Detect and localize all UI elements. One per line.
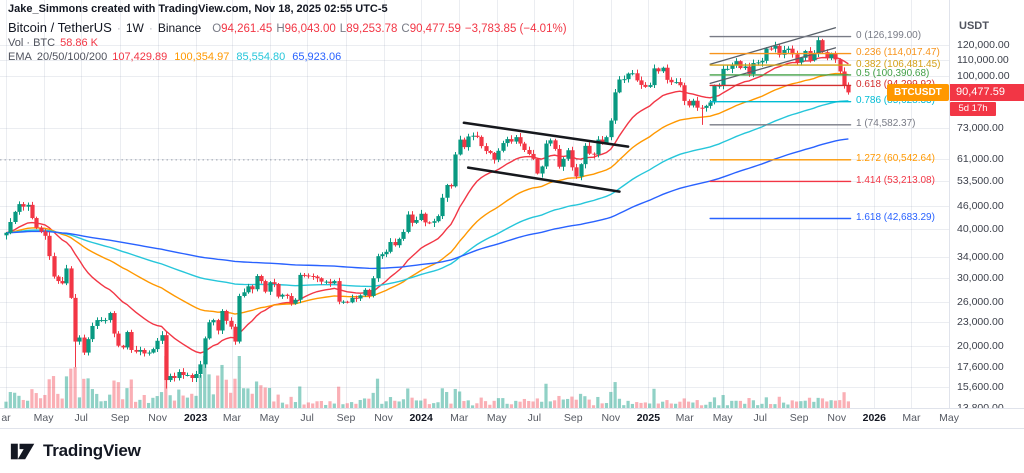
- tradingview-logo-link[interactable]: TradingView: [10, 441, 141, 462]
- price-tick-label: 20,000.00: [957, 339, 1004, 352]
- symbol-price-badge: BTCUSDT: [887, 83, 949, 101]
- tradingview-brand-text: TradingView: [43, 441, 141, 460]
- time-axis-label: Nov: [827, 412, 847, 424]
- separator-dot: ·: [148, 21, 153, 35]
- price-tick-label: 110,000.00: [957, 53, 1009, 66]
- open-value: 94,261.45: [221, 23, 273, 35]
- high-label: H: [276, 23, 285, 35]
- time-axis-label: Mar: [450, 412, 469, 424]
- price-tick-label: 53,500.00: [957, 174, 1004, 187]
- currency-label: USDT: [959, 20, 989, 32]
- interval-label[interactable]: 1W: [125, 21, 144, 35]
- ema-value: 65,923.06: [292, 51, 342, 63]
- ema-value: 85,554.80: [236, 51, 286, 63]
- price-tick-label: 26,000.00: [957, 295, 1004, 308]
- price-tick-label: 46,000.00: [957, 199, 1004, 212]
- time-axis-label: Jul: [527, 412, 542, 424]
- time-axis-label: 2024: [409, 412, 433, 424]
- time-axis-label: Mar: [675, 412, 694, 424]
- price-chart-canvas[interactable]: [0, 0, 949, 408]
- time-axis-label: Sep: [563, 412, 583, 424]
- bar-countdown-tag: 5d 17h: [950, 101, 996, 116]
- time-axis-label: 2023: [183, 412, 208, 424]
- time-axis-label: Nov: [374, 412, 393, 424]
- symbol-title[interactable]: Bitcoin / TetherUS: [8, 20, 112, 35]
- price-tick-label: 34,000.00: [957, 250, 1004, 263]
- price-tick-label: 30,000.00: [957, 271, 1004, 284]
- fib-level-label[interactable]: 1 (74,582.37): [856, 118, 916, 130]
- open-label: O: [212, 23, 222, 35]
- ema-value: 107,429.89: [112, 51, 168, 63]
- price-tick-label: 17,600.00: [957, 361, 1004, 374]
- time-axis-label: Sep: [789, 412, 809, 424]
- price-tick-label: 100,000.00: [957, 69, 1010, 82]
- volume-label: Vol · BTC: [8, 37, 56, 49]
- symbol-legend-row: Bitcoin / TetherUS · 1W · Binance O94,26…: [8, 20, 567, 35]
- ohlc-values: O94,261.45 H96,043.00 L89,253.78 C90,477…: [212, 23, 566, 35]
- fib-level-label[interactable]: 0 (126,199.00): [856, 30, 922, 42]
- fib-level-label[interactable]: 1.272 (60,542.64): [856, 153, 935, 165]
- time-axis-label: 2026: [862, 412, 886, 424]
- attribution-text: Jake_Simmons created with TradingView.co…: [8, 3, 388, 15]
- time-axis-label: Jul: [300, 412, 314, 424]
- price-scale[interactable]: USDT 120,000.00 110,000.00 100,000.00 73,00…: [949, 0, 1024, 414]
- price-tick-label: 15,600.00: [957, 381, 1004, 394]
- time-axis-label: Sep: [336, 412, 356, 424]
- fib-level-label[interactable]: 1.618 (42,683.29): [856, 211, 935, 223]
- chart-legend: Jake_Simmons created with TradingView.co…: [8, 3, 567, 63]
- ema-value: 100,354.97: [174, 51, 230, 63]
- fib-level-label[interactable]: 0.382 (106,481.45): [856, 58, 941, 70]
- time-axis-label: May: [259, 412, 280, 424]
- price-tick-label: 73,000.00: [957, 122, 1004, 135]
- time-axis-label: May: [33, 412, 54, 424]
- low-value: 89,253.78: [346, 23, 398, 35]
- ema-params: 20/50/100/200: [36, 51, 108, 63]
- time-scale[interactable]: ar May Jul Sep Nov 2023 Mar May Jul Sep Nov 2024 Mar…: [0, 408, 1024, 429]
- time-axis-label: May: [712, 412, 733, 424]
- time-axis-label: Nov: [148, 412, 167, 424]
- low-label: L: [339, 23, 347, 35]
- time-axis-label: Nov: [601, 412, 621, 424]
- footer-bar: TradingView: [0, 428, 1024, 473]
- price-tick-label: 40,000.00: [957, 223, 1004, 236]
- time-axis-label: May: [939, 412, 959, 424]
- time-axis-label: ar: [1, 412, 11, 424]
- time-axis-label: 2025: [636, 412, 661, 424]
- fib-level-label[interactable]: 1.414 (53,213.08): [856, 174, 935, 186]
- time-axis-label: Mar: [222, 412, 241, 424]
- fib-level-label[interactable]: 0.5 (100,390.68): [856, 68, 930, 80]
- ema-legend-row: EMA 20/50/100/200 107,429.89 100,354.97 85…: [8, 51, 567, 63]
- price-tick-label: 23,000.00: [957, 316, 1004, 329]
- ema-label: EMA: [8, 51, 32, 63]
- high-value: 96,043.00: [284, 23, 336, 35]
- volume-value: 58.86 K: [60, 37, 98, 49]
- close-value: 90,477.59: [409, 23, 461, 35]
- close-label: C: [401, 23, 410, 35]
- ema-values: 107,429.89 100,354.97 85,554.80 65,923.06: [112, 51, 341, 63]
- exchange-label[interactable]: Binance: [157, 21, 202, 35]
- last-price-tag: 90,477.59: [950, 83, 1024, 101]
- price-tick-label: 120,000.00: [957, 39, 1010, 51]
- fib-level-label[interactable]: 0.236 (114,017.47): [856, 47, 940, 59]
- time-axis-label: May: [486, 412, 507, 424]
- time-axis-label: Sep: [110, 412, 130, 424]
- change-value: −3,783.85 (−4.01%): [464, 23, 567, 35]
- tradingview-logo-icon: [10, 443, 35, 459]
- volume-legend-row: Vol · BTC 58.86 K: [8, 37, 567, 49]
- time-axis-label: Jul: [753, 412, 767, 424]
- time-axis-label: Mar: [902, 412, 921, 424]
- separator-dot: ·: [116, 21, 121, 35]
- time-axis-label: Jul: [74, 412, 88, 424]
- price-tick-label: 61,000.00: [957, 152, 1004, 165]
